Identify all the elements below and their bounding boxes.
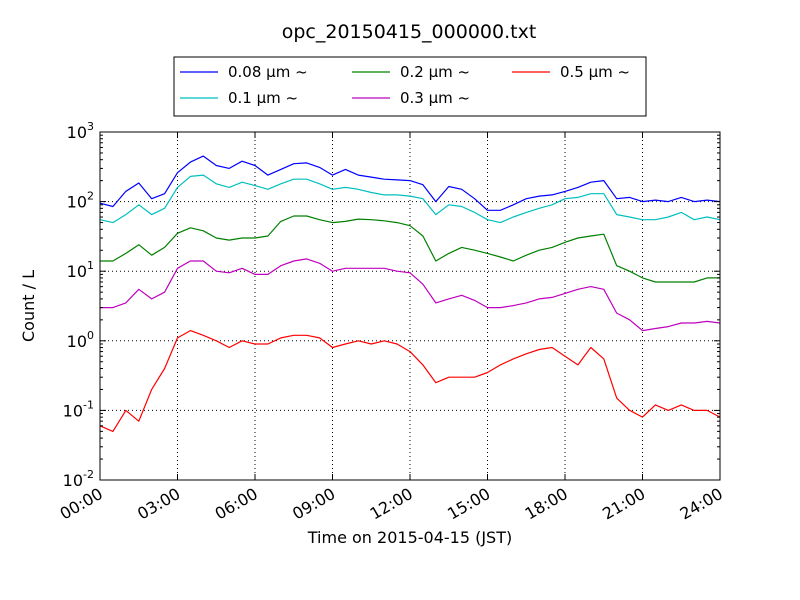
chart-title: opc_20150415_000000.txt [282, 21, 537, 43]
legend-label: 0.2 μm ~ [400, 63, 470, 81]
legend-label: 0.5 μm ~ [560, 63, 630, 81]
series-line-2 [99, 174, 721, 224]
legend: 0.08 μm ~ 0.1 μm ~ 0.2 μm ~ 0.3 μm ~ 0.5 μm … [173, 56, 647, 117]
y-tick-label: 101 [67, 259, 94, 281]
series-lines [99, 155, 721, 432]
series-line-5 [99, 330, 721, 432]
grid [100, 132, 720, 480]
legend-label: 0.08 μm ~ [228, 63, 308, 81]
legend-label: 0.3 μm ~ [400, 89, 470, 107]
legend-items: 0.08 μm ~ 0.1 μm ~ 0.2 μm ~ 0.3 μm ~ 0.5 μm … [180, 63, 630, 107]
y-tick-label: 10-1 [63, 398, 94, 420]
series-line-4 [100, 258, 721, 332]
series-line-1 [99, 155, 721, 211]
legend-label: 0.1 μm ~ [228, 89, 298, 107]
y-tick-label: 102 [67, 190, 94, 212]
y-tick-labels: 10-2 10-1 100 101 102 103 [63, 120, 94, 490]
axis-ticks [99, 131, 721, 481]
y-axis-label: Count / L [19, 270, 38, 342]
y-tick-label: 100 [67, 329, 94, 351]
series-line-3 [100, 215, 720, 283]
y-tick-label: 10-2 [63, 468, 94, 490]
y-tick-label: 103 [67, 120, 94, 142]
x-axis-label: Time on 2015-04-15 (JST) [307, 528, 512, 547]
legend-frame [173, 56, 647, 117]
